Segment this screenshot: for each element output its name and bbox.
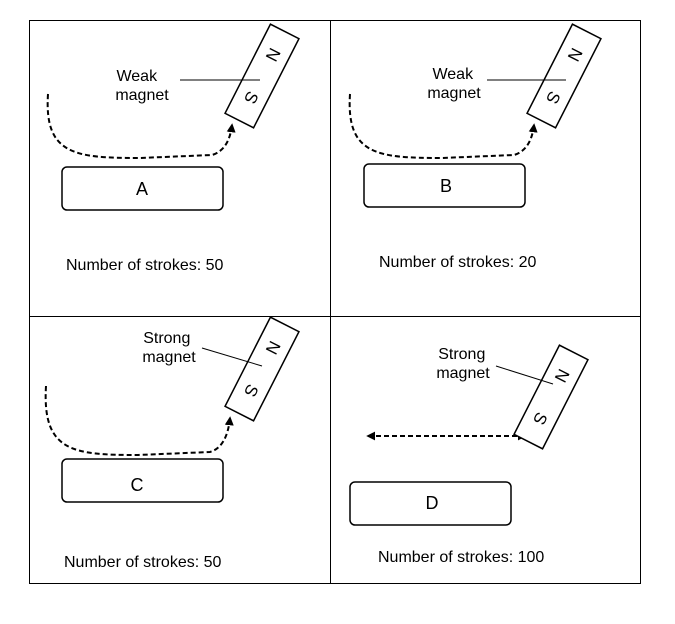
panel-grid xyxy=(29,20,641,584)
stroke-path-a xyxy=(46,93,236,160)
magnet-body-b xyxy=(526,23,602,129)
magnet-label-d: Strong magnet xyxy=(436,346,490,382)
label-leader-d xyxy=(495,365,554,385)
bar-magnet-c: N S xyxy=(224,316,300,422)
steel-bar-d xyxy=(349,481,512,526)
bar-magnet-b: N S xyxy=(526,23,602,129)
bar-magnet-d: N S xyxy=(513,344,589,450)
grid-border xyxy=(29,20,641,584)
stroke-path-c xyxy=(44,385,234,457)
magnet-label-b: Weak magnet xyxy=(427,66,481,102)
magnet-label-a: Weak magnet xyxy=(115,68,169,104)
label-leader-c xyxy=(201,347,263,367)
magnet-body-a xyxy=(224,23,300,129)
steel-bar-b xyxy=(363,163,526,208)
bar-label-d: D xyxy=(426,493,439,513)
strokes-text-d: Number of strokes: 100 xyxy=(378,549,544,566)
magnet-body-c xyxy=(224,316,300,422)
strokes-text-c: Number of strokes: 50 xyxy=(64,554,222,571)
panel-a: N S Weak magnet A Number of strokes: 50 xyxy=(46,23,300,274)
bar-label-b: B xyxy=(440,176,452,196)
panel-b: N S Weak magnet B Number of strokes: 20 xyxy=(348,23,602,271)
strokes-text-b: Number of strokes: 20 xyxy=(379,254,537,271)
bar-label-a: A xyxy=(136,179,148,199)
bar-label-c: C xyxy=(131,475,144,495)
magnet-body-d xyxy=(513,344,589,450)
strokes-text-a: Number of strokes: 50 xyxy=(66,257,224,274)
stroke-path-b xyxy=(348,93,538,160)
steel-bar-a xyxy=(61,166,224,211)
steel-bar-c xyxy=(61,458,224,503)
magnet-label-c: Strong magnet xyxy=(142,330,196,366)
panel-c: N S Strong magnet C Number of strokes: 5… xyxy=(44,316,300,571)
panel-d: N S Strong magnet D Number of strokes: 1… xyxy=(349,344,589,566)
bar-magnet-a: N S xyxy=(224,23,300,129)
